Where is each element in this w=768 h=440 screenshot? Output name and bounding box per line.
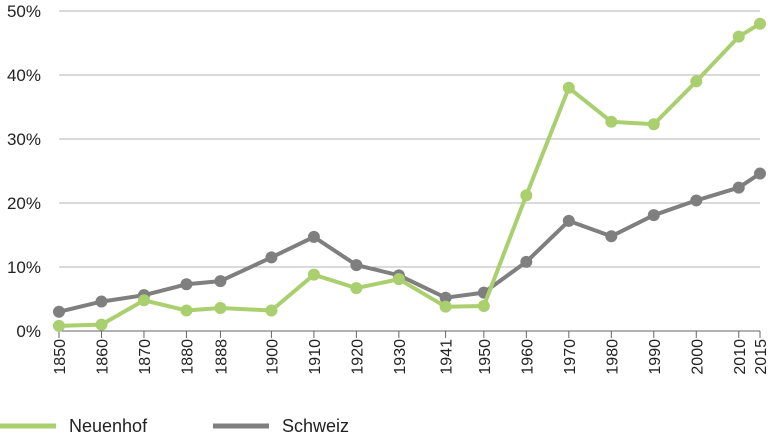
x-tick-label: 1888 — [213, 339, 230, 375]
series-line-neuenhof — [57, 21, 762, 328]
y-tick-label: 30% — [7, 130, 41, 149]
legend-label: Schweiz — [282, 416, 349, 436]
data-point — [439, 291, 452, 304]
data-point — [690, 194, 703, 207]
x-tick-label: 2010 — [732, 339, 749, 375]
data-point — [647, 118, 660, 131]
x-tick-label: 2015 — [753, 339, 768, 375]
x-tick-label: 1990 — [647, 339, 664, 375]
x-tick-label: 1900 — [264, 339, 281, 375]
x-tick-label: 1910 — [307, 339, 324, 375]
data-point — [180, 304, 193, 317]
data-point — [350, 282, 363, 295]
x-tick-label: 1950 — [477, 339, 494, 375]
y-tick-label: 50% — [7, 2, 41, 21]
x-tick-label: 1980 — [604, 339, 621, 375]
data-point — [562, 81, 575, 94]
y-axis-ticks: 0% 10% 20% 30% 40% 50% — [7, 2, 41, 341]
data-point — [439, 300, 452, 313]
data-point — [520, 189, 533, 202]
y-tick-label: 40% — [7, 66, 41, 85]
data-point — [307, 268, 320, 281]
data-point — [180, 278, 193, 291]
data-point — [605, 115, 618, 128]
x-tick-label: 1960 — [519, 339, 536, 375]
data-point — [214, 275, 227, 288]
series-layer — [53, 17, 766, 332]
legend: Neuenhof Schweiz — [0, 416, 349, 436]
x-tick-label: 1920 — [349, 339, 366, 375]
data-point — [605, 230, 618, 243]
data-point — [732, 181, 745, 194]
data-point — [53, 305, 65, 318]
data-point — [350, 259, 363, 272]
data-point — [690, 75, 703, 88]
x-tick-label: 1970 — [562, 339, 579, 375]
legend-label: Neuenhof — [69, 416, 148, 436]
x-tick-label: 1850 — [52, 339, 69, 375]
data-point — [754, 167, 766, 180]
y-tick-label: 0% — [16, 322, 41, 341]
x-tick-label: 1941 — [439, 339, 456, 375]
data-point — [477, 300, 490, 313]
x-tick-label: 1880 — [179, 339, 196, 375]
y-tick-label: 10% — [7, 258, 41, 277]
data-point — [392, 273, 405, 286]
data-point — [307, 230, 320, 243]
x-tick-label: 2000 — [689, 339, 706, 375]
data-point — [265, 304, 278, 317]
data-point — [95, 318, 108, 331]
data-point — [265, 251, 278, 264]
x-tick-label: 1870 — [137, 339, 154, 375]
data-point — [647, 209, 660, 222]
data-point — [520, 255, 533, 268]
y-tick-label: 20% — [7, 194, 41, 213]
x-tick-label: 1860 — [94, 339, 111, 375]
x-axis: 1850 1860 1870 1880 1888 1900 1910 1920 1930 1941… — [52, 330, 768, 375]
data-point — [95, 295, 108, 308]
data-point — [137, 294, 150, 307]
data-point — [562, 214, 575, 227]
grid-lines — [59, 10, 760, 268]
data-point — [214, 301, 227, 314]
data-point — [53, 319, 65, 332]
data-point — [754, 17, 766, 30]
data-point — [732, 30, 745, 43]
x-tick-label: 1930 — [392, 339, 409, 375]
series-line-schweiz — [57, 171, 762, 314]
